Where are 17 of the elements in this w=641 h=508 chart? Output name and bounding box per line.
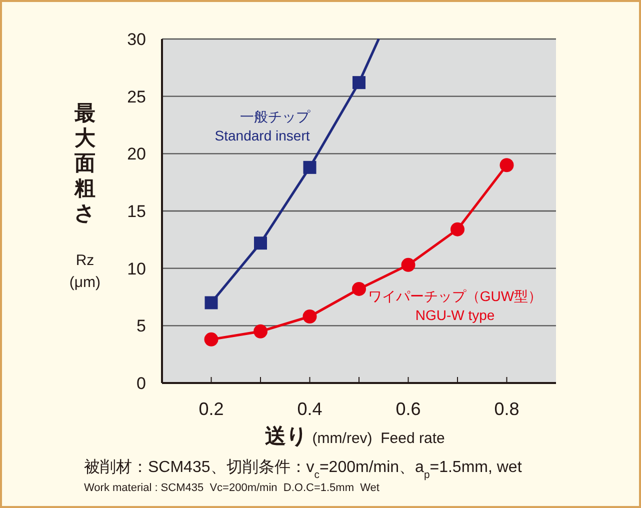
series-label: ワイパーチップ（GUW型） NGU-W type xyxy=(368,288,542,323)
y-tick-label: 25 xyxy=(127,87,146,106)
text: 被削材：SCM435、切削条件：v$_{c}$=200m/min、a$_{p}$=1.5mm, wet xyxy=(84,458,522,480)
x-tick-label: 0.4 xyxy=(297,399,322,419)
y-tick-label: 15 xyxy=(127,202,146,221)
y-tick-label: 30 xyxy=(127,30,146,49)
text: 最大面粗さ Rz (μm) xyxy=(69,102,101,291)
y-tick-label: 0 xyxy=(136,374,146,393)
x-tick-label: 0.2 xyxy=(198,399,224,419)
y-tick-label: 20 xyxy=(127,144,146,164)
y-tick-label: 10 xyxy=(127,259,146,278)
x-axis-title: 送り (mm/rev) Feed rate xyxy=(265,425,445,448)
series-label: 一般チップ Standard insert xyxy=(214,108,311,144)
y-tick-label: 5 xyxy=(136,316,146,336)
text: Work material : SCM435 Vc=200m/min D.O.C=1.5mm Wet xyxy=(84,482,380,494)
x-tick-label: 0.8 xyxy=(494,399,520,419)
x-tick-label: 0.6 xyxy=(396,399,421,419)
